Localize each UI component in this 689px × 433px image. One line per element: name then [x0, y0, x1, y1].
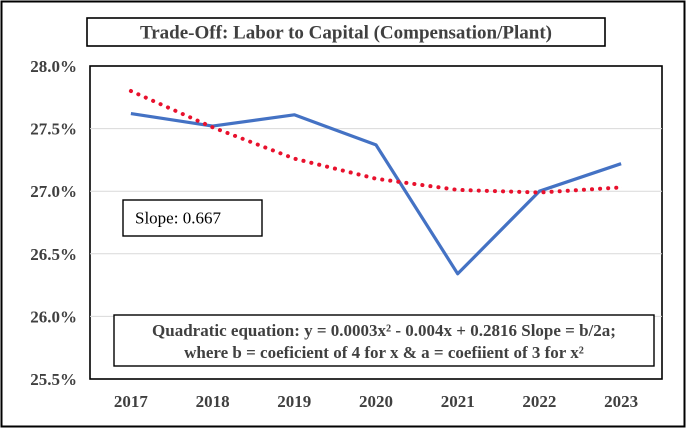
- y-tick-label: 26.0%: [30, 307, 77, 326]
- y-tick-label: 25.5%: [30, 370, 77, 389]
- y-tick-label: 27.0%: [30, 182, 77, 201]
- x-tick-label: 2021: [441, 392, 475, 411]
- series-2: [128, 89, 624, 195]
- x-tick-label: 2020: [359, 392, 393, 411]
- slope-annotation: Slope: 0.667: [135, 209, 221, 228]
- plot-area: [89, 65, 663, 380]
- equation-box: [113, 314, 655, 367]
- equation-line-2: where b = coeficient of 4 for x & a = co…: [184, 343, 584, 362]
- x-tick-label: 2017: [114, 392, 149, 411]
- slope-box: [122, 199, 263, 237]
- equation-line-1: Quadratic equation: y = 0.0003x² - 0.004…: [152, 321, 616, 340]
- x-tick-label: 2023: [604, 392, 638, 411]
- chart-title: Trade-Off: Labor to Capital (Compensatio…: [140, 23, 552, 44]
- x-axis: 2017 2018 2019 2020 2021 2022 2023: [114, 392, 638, 411]
- y-tick-label: 26.5%: [30, 245, 77, 264]
- x-tick-label: 2019: [277, 392, 311, 411]
- x-tick-label: 2018: [196, 392, 230, 411]
- title-box: [86, 17, 606, 47]
- y-tick-label: 27.5%: [30, 120, 77, 139]
- series-layer: [128, 89, 624, 276]
- x-tick-label: 2022: [522, 392, 556, 411]
- y-tick-label: 28.0%: [30, 57, 77, 76]
- y-axis: 25.5% 26.0% 26.5% 27.0% 27.5% 28.0%: [30, 57, 77, 389]
